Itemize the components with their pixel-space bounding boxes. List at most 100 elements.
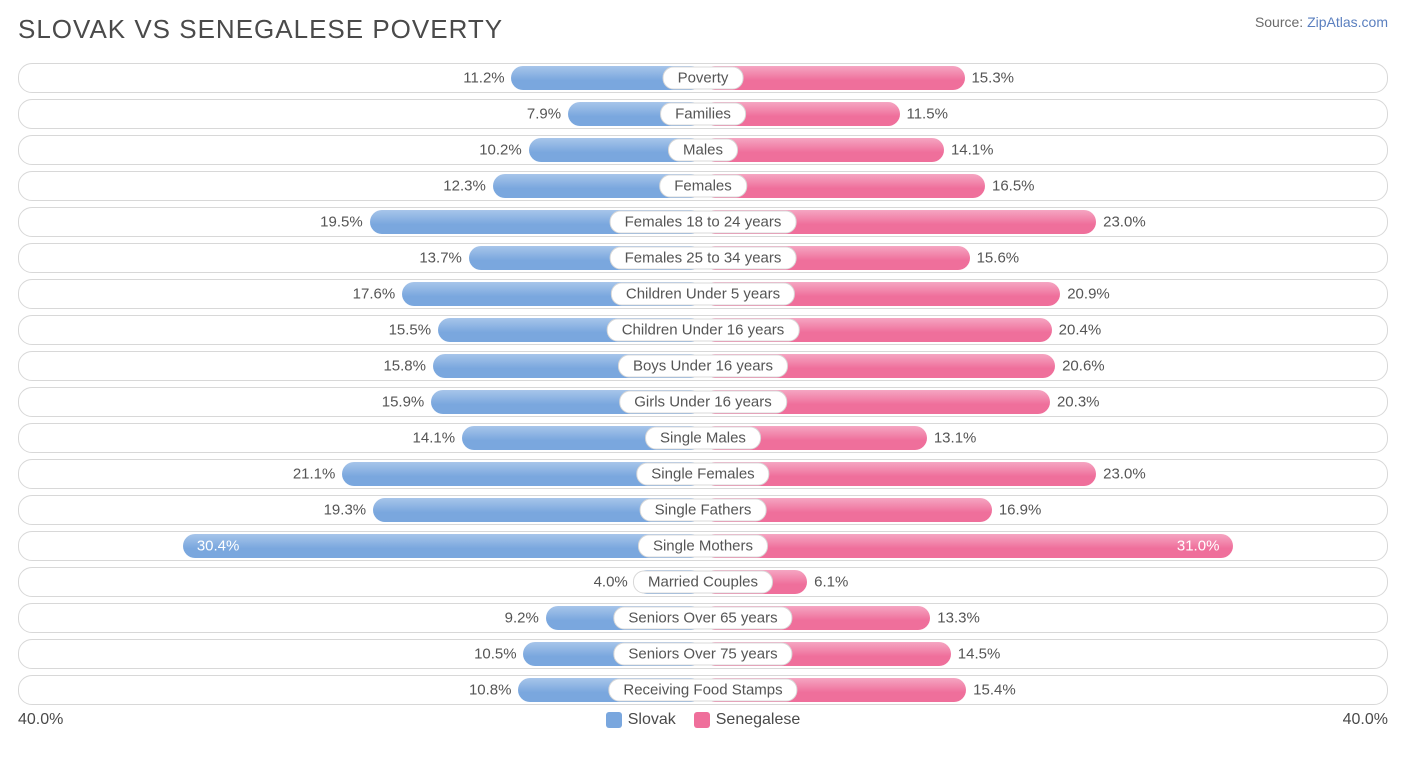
category-label: Females 25 to 34 years xyxy=(610,247,797,270)
value-label-right: 15.3% xyxy=(971,70,1014,87)
source-label: Source: xyxy=(1255,14,1303,30)
bar-half-left: 12.3% xyxy=(19,172,703,200)
value-label-right: 14.5% xyxy=(958,646,1001,663)
legend: Slovak Senegalese xyxy=(606,711,801,729)
bar-row: 15.8%20.6%Boys Under 16 years xyxy=(18,351,1388,381)
legend-item-left: Slovak xyxy=(606,711,676,729)
bar-half-left: 10.5% xyxy=(19,640,703,668)
bar-row: 10.5% 14.5% Seniors Over 75 years xyxy=(18,639,1388,669)
legend-label-left: Slovak xyxy=(628,711,676,729)
bar-half-right: 13.3% xyxy=(703,604,1387,632)
value-label-right: 31.0% xyxy=(1177,538,1220,555)
value-label-left: 15.8% xyxy=(383,358,426,375)
bar-row: 19.5% 23.0% Females 18 to 24 years xyxy=(18,207,1388,237)
chart-footer: 40.0% Slovak Senegalese 40.0% xyxy=(18,711,1388,729)
legend-swatch-left xyxy=(606,712,622,728)
bar-half-left: 10.2% xyxy=(19,136,703,164)
bar-row: 7.9%11.5%Families xyxy=(18,99,1388,129)
category-label: Children Under 5 years xyxy=(611,283,795,306)
value-label-right: 15.6% xyxy=(977,250,1020,267)
bar-half-left: 10.8% xyxy=(19,676,703,704)
bar-half-right: 6.1% xyxy=(703,568,1387,596)
value-label-left: 4.0% xyxy=(594,574,628,591)
bar-half-right: 20.9% xyxy=(703,280,1387,308)
legend-swatch-right xyxy=(694,712,710,728)
bar-half-right: 11.5% xyxy=(703,100,1387,128)
bar-half-right: 31.0% xyxy=(703,532,1387,560)
value-label-right: 20.4% xyxy=(1059,322,1102,339)
chart-container: Slovak vs Senegalese Poverty Source: Zip… xyxy=(0,0,1406,758)
category-label: Girls Under 16 years xyxy=(619,391,787,414)
bar-half-left: 4.0% xyxy=(19,568,703,596)
bar-half-right: 16.9% xyxy=(703,496,1387,524)
header: Slovak vs Senegalese Poverty Source: Zip… xyxy=(18,14,1388,45)
bar-left xyxy=(183,534,703,558)
value-label-left: 19.3% xyxy=(324,502,367,519)
bar-row: 15.5% 20.4% Children Under 16 years xyxy=(18,315,1388,345)
bar-row: 30.4%31.0%Single Mothers xyxy=(18,531,1388,561)
value-label-right: 16.5% xyxy=(992,178,1035,195)
legend-item-right: Senegalese xyxy=(694,711,801,729)
bar-row: 10.8% 15.4% Receiving Food Stamps xyxy=(18,675,1388,705)
bar-half-left: 19.5% xyxy=(19,208,703,236)
value-label-left: 9.2% xyxy=(505,610,539,627)
value-label-left: 10.5% xyxy=(474,646,517,663)
value-label-right: 15.4% xyxy=(973,682,1016,699)
bar-row: 14.1%13.1%Single Males xyxy=(18,423,1388,453)
bar-row: 4.0% 6.1% Married Couples xyxy=(18,567,1388,597)
bar-half-right: 15.6% xyxy=(703,244,1387,272)
value-label-left: 10.2% xyxy=(479,142,522,159)
value-label-right: 20.6% xyxy=(1062,358,1105,375)
bar-right xyxy=(703,138,944,162)
bar-half-right: 15.3% xyxy=(703,64,1387,92)
value-label-right: 20.9% xyxy=(1067,286,1110,303)
bar-half-right: 13.1% xyxy=(703,424,1387,452)
value-label-right: 14.1% xyxy=(951,142,994,159)
chart-title: Slovak vs Senegalese Poverty xyxy=(18,14,503,45)
category-label: Single Females xyxy=(636,463,769,486)
bar-row: 9.2%13.3%Seniors Over 65 years xyxy=(18,603,1388,633)
bar-row: 21.1%23.0%Single Females xyxy=(18,459,1388,489)
value-label-right: 20.3% xyxy=(1057,394,1100,411)
bar-half-left: 11.2% xyxy=(19,64,703,92)
category-label: Children Under 16 years xyxy=(607,319,800,342)
bar-row: 19.3% 16.9% Single Fathers xyxy=(18,495,1388,525)
bar-half-right: 20.6% xyxy=(703,352,1387,380)
legend-label-right: Senegalese xyxy=(716,711,801,729)
value-label-right: 16.9% xyxy=(999,502,1042,519)
category-label: Females xyxy=(659,175,747,198)
bar-half-left: 17.6% xyxy=(19,280,703,308)
value-label-right: 13.3% xyxy=(937,610,980,627)
value-label-right: 6.1% xyxy=(814,574,848,591)
bar-half-left: 13.7% xyxy=(19,244,703,272)
bar-half-left: 15.8% xyxy=(19,352,703,380)
value-label-right: 13.1% xyxy=(934,430,977,447)
category-label: Single Males xyxy=(645,427,761,450)
bar-half-left: 7.9% xyxy=(19,100,703,128)
category-label: Females 18 to 24 years xyxy=(610,211,797,234)
category-label: Seniors Over 75 years xyxy=(613,643,792,666)
category-label: Married Couples xyxy=(633,571,773,594)
bar-half-left: 15.5% xyxy=(19,316,703,344)
source-attribution: Source: ZipAtlas.com xyxy=(1255,14,1388,30)
value-label-left: 19.5% xyxy=(320,214,363,231)
value-label-left: 15.5% xyxy=(389,322,432,339)
bar-row: 17.6% 20.9% Children Under 5 years xyxy=(18,279,1388,309)
value-label-left: 12.3% xyxy=(443,178,486,195)
bar-half-left: 9.2% xyxy=(19,604,703,632)
value-label-right: 23.0% xyxy=(1103,214,1146,231)
axis-max-left: 40.0% xyxy=(18,711,63,729)
category-label: Single Fathers xyxy=(640,499,767,522)
bar-half-right: 14.5% xyxy=(703,640,1387,668)
value-label-left: 13.7% xyxy=(419,250,462,267)
bar-half-right: 20.4% xyxy=(703,316,1387,344)
bar-half-right: 15.4% xyxy=(703,676,1387,704)
value-label-left: 30.4% xyxy=(197,538,240,555)
value-label-left: 7.9% xyxy=(527,106,561,123)
category-label: Receiving Food Stamps xyxy=(608,679,797,702)
value-label-right: 11.5% xyxy=(906,106,947,123)
value-label-left: 15.9% xyxy=(382,394,425,411)
bar-row: 13.7% 15.6% Females 25 to 34 years xyxy=(18,243,1388,273)
bar-half-left: 15.9% xyxy=(19,388,703,416)
source-link[interactable]: ZipAtlas.com xyxy=(1307,14,1388,30)
